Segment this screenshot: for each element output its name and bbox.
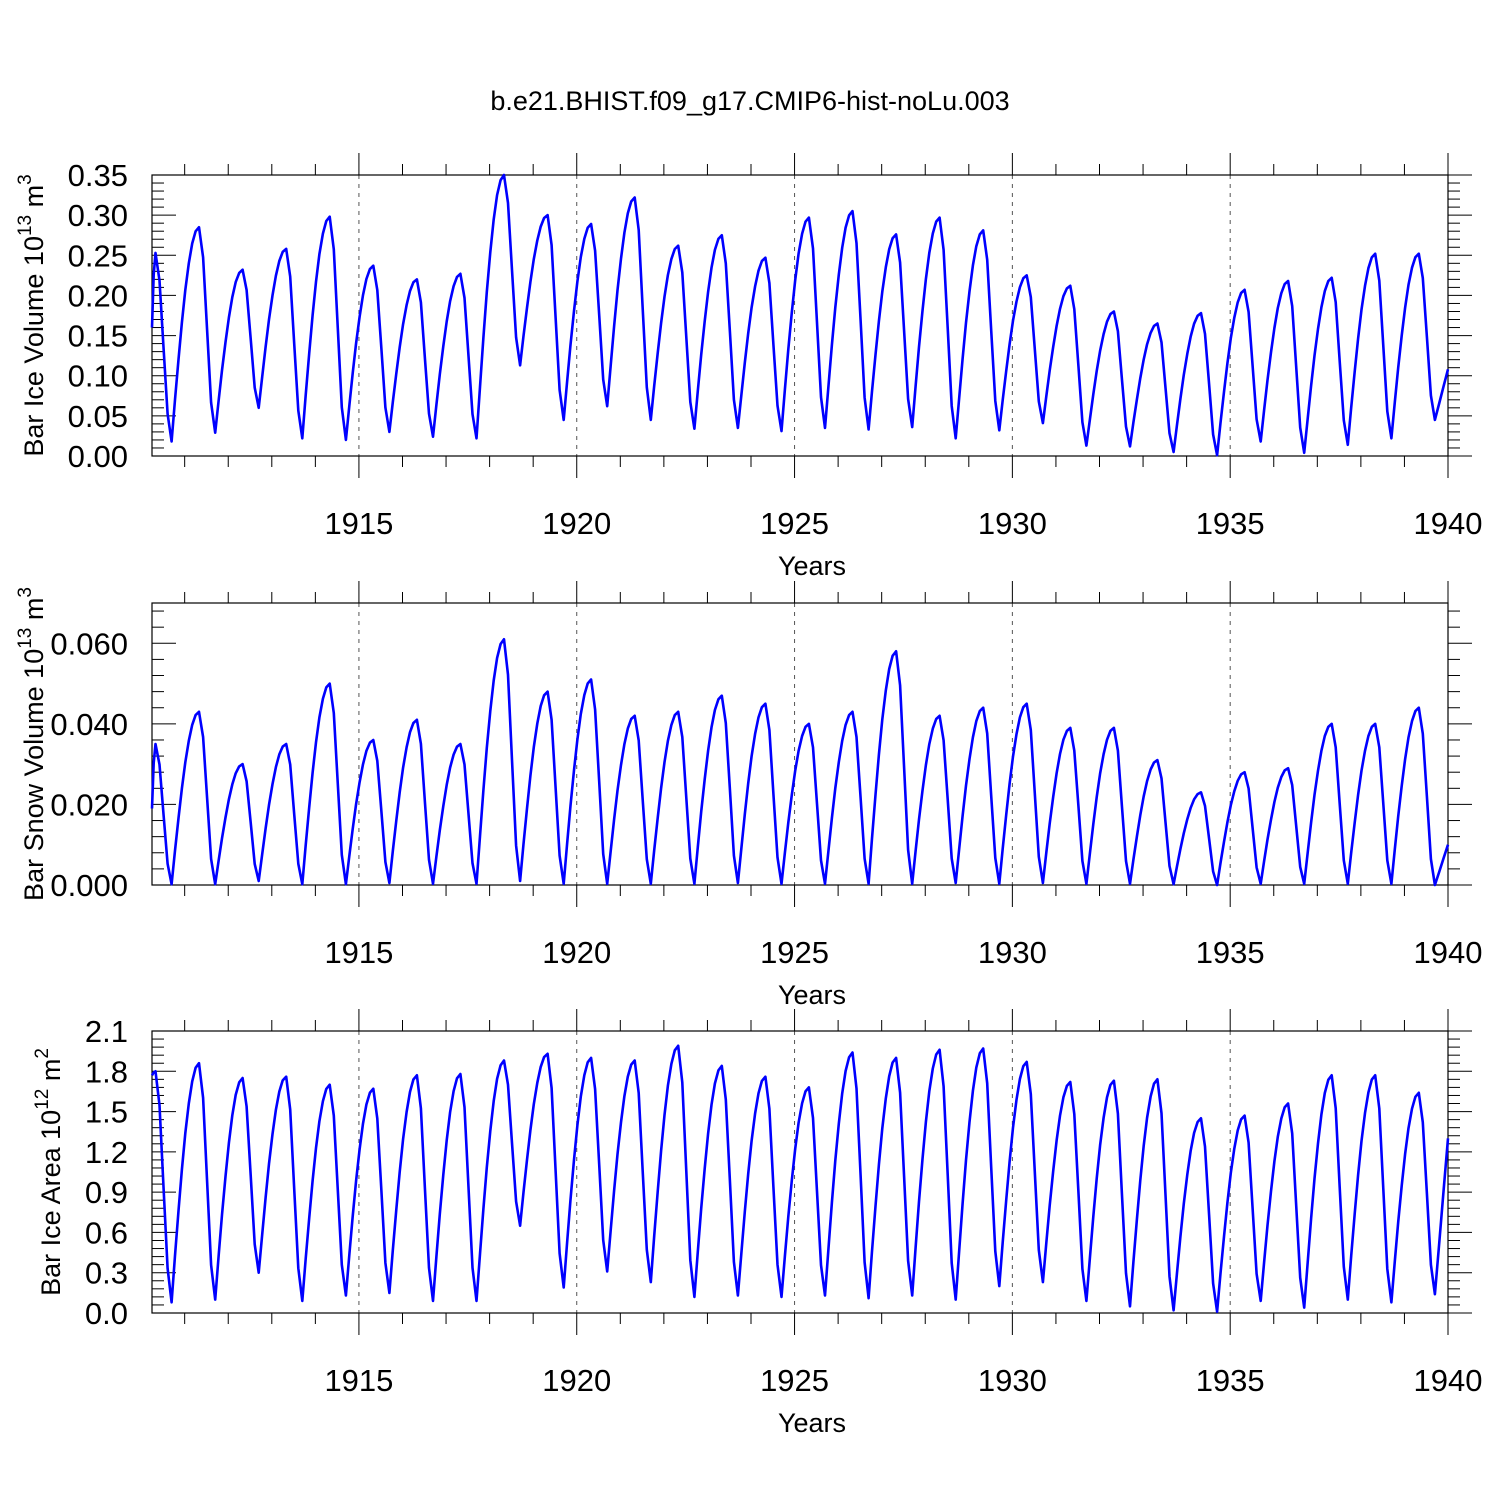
y-axis-label: Bar Ice Volume 1013 m3 bbox=[15, 174, 49, 456]
x-tick-label: 1915 bbox=[324, 1363, 393, 1398]
x-tick-label: 1920 bbox=[542, 506, 611, 541]
series-line bbox=[150, 173, 1450, 457]
y-tick-label: 0.10 bbox=[68, 359, 128, 394]
y-tick-label: 0.00 bbox=[68, 439, 128, 474]
x-tick-label: 1915 bbox=[324, 935, 393, 970]
y-tick-label: 1.8 bbox=[85, 1054, 128, 1089]
plot-frame bbox=[151, 174, 1449, 457]
y-tick-label: 0.060 bbox=[50, 626, 128, 661]
y-tick-label: 0.20 bbox=[68, 278, 128, 313]
x-tick-label: 1915 bbox=[324, 506, 393, 541]
x-tick-label: 1925 bbox=[760, 506, 829, 541]
y-tick-label: 1.5 bbox=[85, 1095, 128, 1130]
series-line bbox=[150, 1044, 1450, 1313]
plot-frame bbox=[151, 602, 1449, 886]
x-axis-label: Years bbox=[778, 551, 846, 581]
y-tick-label: 2.1 bbox=[85, 1014, 128, 1049]
page-title: b.e21.BHIST.f09_g17.CMIP6-hist-noLu.003 bbox=[490, 86, 1010, 116]
x-tick-label: 1935 bbox=[1196, 935, 1265, 970]
x-tick-label: 1935 bbox=[1196, 1363, 1265, 1398]
x-tick-label: 1920 bbox=[542, 1363, 611, 1398]
y-tick-label: 0.3 bbox=[85, 1256, 128, 1291]
y-tick-label: 0.35 bbox=[68, 158, 128, 193]
panel-ice-volume: 0.00 0.05 0.10 0.15 0.20 0.25 0.30 0.35 1915 1920… bbox=[15, 153, 1482, 581]
x-tick-label: 1930 bbox=[978, 935, 1047, 970]
panel-ice-area: 0.0 0.3 0.6 0.9 1.2 1.5 1.8 2.1 1915 1920 1925 1930… bbox=[32, 1009, 1482, 1438]
y-tick-label: 0.6 bbox=[85, 1215, 128, 1250]
y-tick-label: 0.0 bbox=[85, 1296, 128, 1331]
y-tick-label: 1.2 bbox=[85, 1135, 128, 1170]
x-tick-label: 1935 bbox=[1196, 506, 1265, 541]
x-tick-label: 1940 bbox=[1414, 1363, 1483, 1398]
y-tick-label: 0.05 bbox=[68, 399, 128, 434]
y-tick-label: 0.9 bbox=[85, 1175, 128, 1210]
x-tick-label: 1925 bbox=[760, 935, 829, 970]
y-axis-label: Bar Ice Area 1012 m2 bbox=[32, 1048, 66, 1296]
y-tick-label: 0.30 bbox=[68, 198, 128, 233]
y-tick-label: 0.15 bbox=[68, 319, 128, 354]
plot-frame bbox=[151, 1030, 1449, 1314]
x-axis-label: Years bbox=[778, 1408, 846, 1438]
x-tick-label: 1925 bbox=[760, 1363, 829, 1398]
y-axis-label: Bar Snow Volume 1013 m3 bbox=[15, 587, 49, 901]
y-tick-label: 0.020 bbox=[50, 787, 128, 822]
x-tick-label: 1940 bbox=[1414, 935, 1483, 970]
series-line bbox=[150, 638, 1450, 887]
x-tick-label: 1920 bbox=[542, 935, 611, 970]
x-tick-label: 1930 bbox=[978, 1363, 1047, 1398]
x-axis-label: Years bbox=[778, 980, 846, 1010]
y-tick-label: 0.000 bbox=[50, 868, 128, 903]
x-tick-label: 1930 bbox=[978, 506, 1047, 541]
y-tick-label: 0.25 bbox=[68, 238, 128, 273]
panel-snow-volume: 0.000 0.020 0.040 0.060 1915 1920 1925 1930 1935… bbox=[15, 581, 1482, 1010]
y-tick-label: 0.040 bbox=[50, 707, 128, 742]
x-tick-label: 1940 bbox=[1414, 506, 1483, 541]
